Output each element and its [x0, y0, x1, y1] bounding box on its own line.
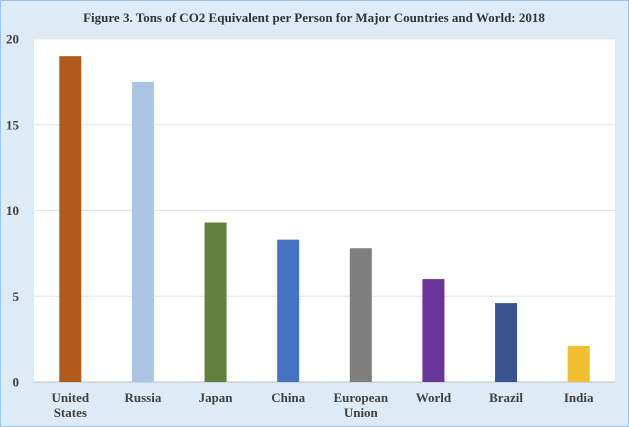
- chart-title: Figure 3. Tons of CO2 Equivalent per Per…: [83, 10, 545, 25]
- bar: [567, 345, 590, 382]
- bar: [495, 303, 518, 382]
- x-category-label: Japan: [199, 390, 234, 405]
- x-category-label: Russia: [125, 390, 162, 405]
- bar: [204, 222, 227, 382]
- x-category-label: Brazil: [489, 390, 523, 405]
- x-category-label: United States: [52, 390, 90, 420]
- bar: [59, 56, 82, 383]
- x-axis-labels: United States Russia Japan China European Unio…: [52, 390, 594, 420]
- y-tick-label: 5: [13, 289, 20, 304]
- y-tick-label: 0: [13, 375, 20, 390]
- bar: [131, 81, 154, 382]
- bar: [277, 239, 300, 382]
- bars: [59, 56, 590, 383]
- y-tick-label: 20: [6, 32, 19, 47]
- bar: [349, 248, 372, 382]
- x-category-label: World: [416, 390, 452, 405]
- y-tick-label: 10: [6, 203, 19, 218]
- x-category-label: European Union: [333, 390, 388, 420]
- bar: [422, 279, 445, 382]
- x-category-label: China: [271, 390, 305, 405]
- gridlines: [34, 38, 615, 383]
- y-tick-label: 15: [6, 117, 20, 132]
- y-axis-ticks: 0 5 10 15 20: [6, 32, 20, 390]
- x-category-label: India: [564, 390, 594, 405]
